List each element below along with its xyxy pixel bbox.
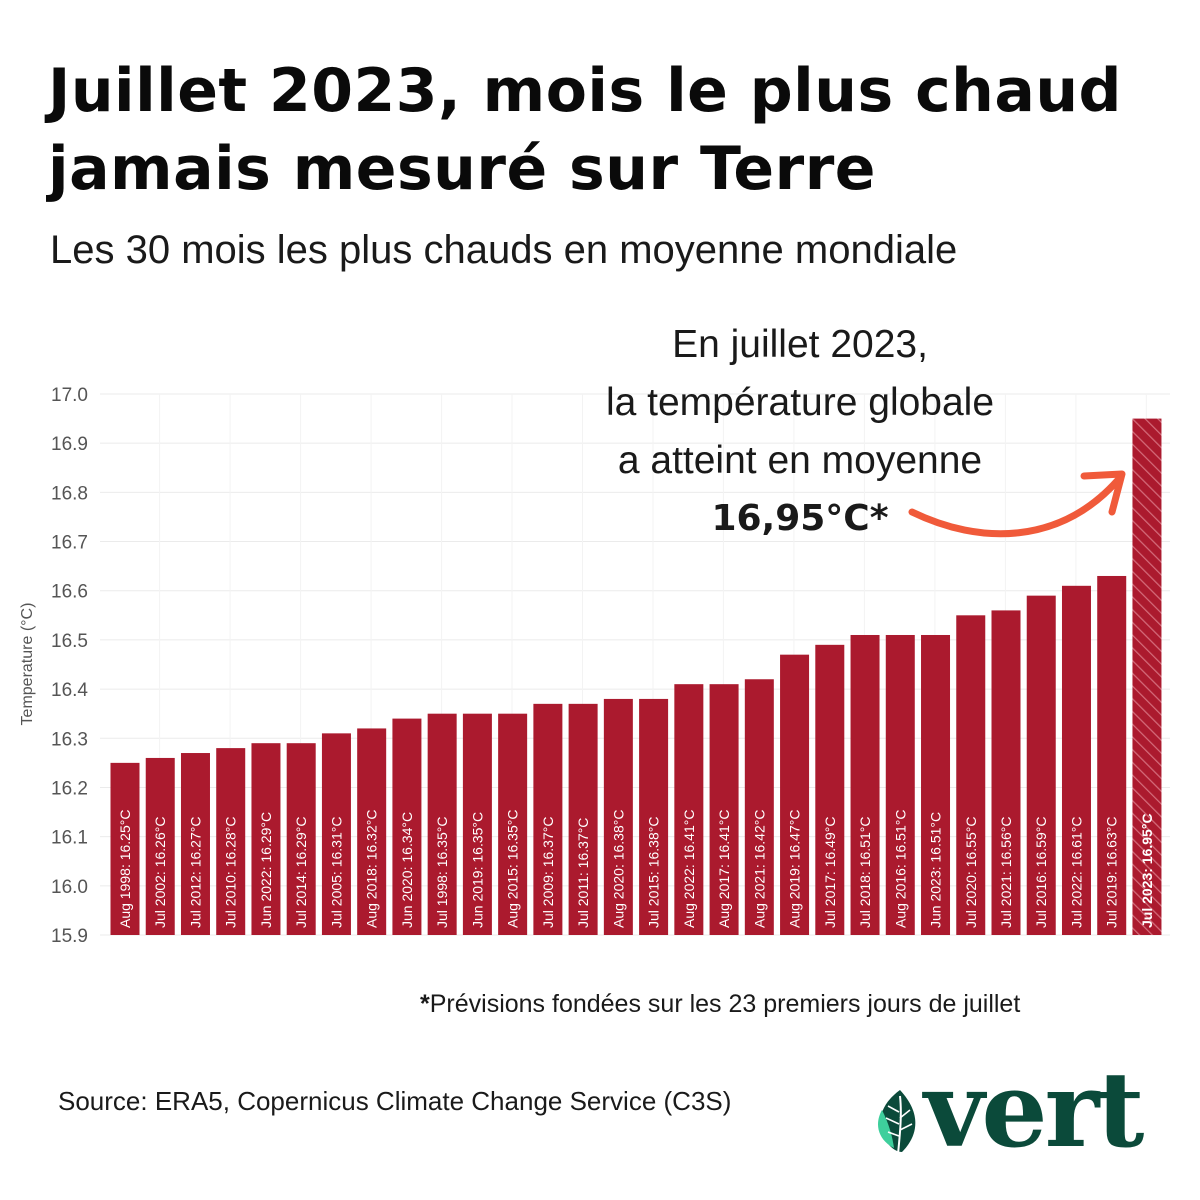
bar <box>533 703 563 935</box>
y-tick-label: 16.2 <box>51 778 88 799</box>
bar <box>850 634 880 935</box>
bar <box>110 762 140 935</box>
bar-value-label: Aug 2017: 16.41°C <box>716 810 732 928</box>
bar-value-label: Jul 1998: 16.35°C <box>434 817 450 928</box>
y-tick-label: 16.7 <box>51 533 88 554</box>
bar-highlight <box>1132 418 1162 935</box>
bar <box>921 634 951 935</box>
y-tick-label: 16.0 <box>51 877 88 898</box>
chart-title: Juillet 2023, mois le plus chaud jamais … <box>48 52 1168 208</box>
title-line-2: jamais mesuré sur Terre <box>48 134 876 204</box>
bar-value-label: Jul 2010: 16.28°C <box>223 817 239 928</box>
bar-value-label: Aug 2015: 16.35°C <box>505 810 521 928</box>
y-tick-label: 17.0 <box>51 385 88 406</box>
bar-value-label: Aug 2016: 16.51°C <box>892 810 908 928</box>
bar-value-label: Jul 2012: 16.27°C <box>187 817 203 928</box>
bar-value-label: Jul 2019: 16.63°C <box>1104 817 1120 928</box>
bar <box>956 615 986 935</box>
bars <box>110 418 1162 935</box>
y-tick-label: 16.1 <box>51 828 88 849</box>
bar <box>462 713 492 935</box>
annotation-line-2: la température globale <box>605 381 995 424</box>
footnote-star: * <box>420 990 430 1018</box>
y-tick-label: 16.6 <box>51 582 88 603</box>
bar <box>991 610 1021 935</box>
footnote: *Prévisions fondées sur les 23 premiers … <box>420 990 1160 1019</box>
bar-value-label: Jun 2020: 16.34°C <box>399 812 415 928</box>
bar <box>286 743 316 935</box>
annotation-line-3: a atteint en moyenne <box>617 439 983 482</box>
bar-value-label: Aug 1998: 16.25°C <box>117 810 133 928</box>
bar-value-label: Jun 2022: 16.29°C <box>258 812 274 928</box>
bar-value-label: Jul 2015: 16.38°C <box>646 817 662 928</box>
bar <box>216 748 246 935</box>
bar <box>145 757 175 935</box>
bar-value-label: Aug 2020: 16.38°C <box>610 810 626 928</box>
bar-value-label: Aug 2019: 16.47°C <box>787 810 803 928</box>
bar-value-label: Jul 2022: 16.61°C <box>1068 817 1084 928</box>
bar <box>1061 585 1091 935</box>
bar-value-label: Jun 2023: 16.51°C <box>928 812 944 928</box>
y-axis-ticks: 15.9 16.0 16.1 16.2 16.3 16.4 16.5 16.6 16.7 16.8… <box>51 385 88 947</box>
y-tick-label: 16.9 <box>51 434 88 455</box>
bar <box>709 684 739 935</box>
bar <box>357 728 387 935</box>
vert-logo: vert <box>872 1048 1172 1171</box>
y-tick-label: 15.9 <box>51 926 88 947</box>
bar <box>885 634 915 935</box>
bar-value-label: Jul 2014: 16.29°C <box>293 817 309 928</box>
bar-value-label: Jul 2020: 16.55°C <box>963 817 979 928</box>
annotation-line-1: En juillet 2023, <box>672 323 928 366</box>
y-tick-label: 16.8 <box>51 483 88 504</box>
bar-value-label: Jul 2018: 16.51°C <box>857 817 873 928</box>
bar-value-label: Aug 2018: 16.32°C <box>364 810 380 928</box>
bar <box>392 718 422 935</box>
bar <box>1026 595 1056 935</box>
title-line-1: Juillet 2023, mois le plus chaud <box>48 56 1122 126</box>
y-axis-label: Temperature (°C) <box>19 603 36 726</box>
bar-value-label: Jul 2021: 16.56°C <box>998 817 1014 928</box>
bar <box>639 698 669 935</box>
bar <box>251 743 281 935</box>
y-tick-label: 16.5 <box>51 631 88 652</box>
bar-value-label: Jul 2005: 16.31°C <box>328 817 344 928</box>
bar-value-label: Jul 2009: 16.37°C <box>540 817 556 928</box>
logo-text: vert <box>924 1048 1144 1171</box>
bar <box>568 703 598 935</box>
bar <box>180 753 210 935</box>
annotation-value: 16,95°C* <box>711 498 889 539</box>
footnote-text: Prévisions fondées sur les 23 premiers j… <box>429 990 1021 1018</box>
bar <box>603 698 633 935</box>
leaf-icon <box>878 1090 916 1155</box>
bar-labels: Aug 1998: 16.25°C Jul 2002: 16.26°C Jul 20… <box>117 810 1155 928</box>
bar-value-label: Jul 2011: 16.37°C <box>575 818 591 928</box>
chart-subtitle: Les 30 mois les plus chauds en moyenne m… <box>50 228 958 272</box>
annotation-callout: En juillet 2023, la température globale … <box>520 316 1080 548</box>
bar <box>321 733 351 935</box>
bar <box>674 684 704 935</box>
bar-value-label: Jul 2002: 16.26°C <box>152 817 168 928</box>
bar-value-label: Jul 2023: 16.95°C <box>1139 813 1155 928</box>
source-credit: Source: ERA5, Copernicus Climate Change … <box>58 1086 732 1116</box>
bar-value-label: Aug 2022: 16.41°C <box>681 810 697 928</box>
annotation-arrow <box>908 476 1122 538</box>
bar <box>744 679 774 935</box>
y-tick-label: 16.4 <box>51 680 88 701</box>
bar <box>498 713 528 935</box>
bar <box>780 654 810 935</box>
bar <box>1097 575 1127 935</box>
bar-value-label: Jul 2017: 16.49°C <box>822 817 838 928</box>
bar-value-label: Jun 2019: 16.35°C <box>469 812 485 928</box>
bar-value-label: Jul 2016: 16.59°C <box>1033 817 1049 928</box>
bar <box>815 644 845 935</box>
bar <box>427 713 457 935</box>
arrow-head-icon <box>1080 470 1126 516</box>
bar-value-label: Aug 2021: 16.42°C <box>751 810 767 928</box>
y-tick-label: 16.3 <box>51 729 88 750</box>
